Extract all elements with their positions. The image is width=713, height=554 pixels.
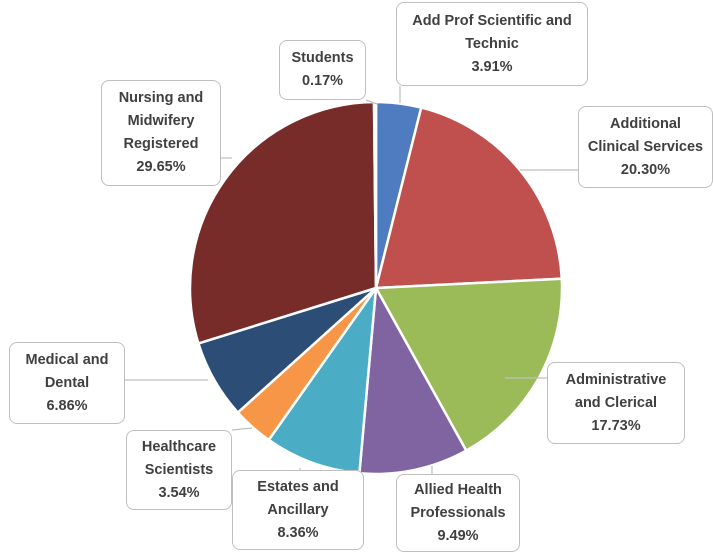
category-label: Healthcare Scientists: [141, 438, 217, 478]
leader-line: [365, 99, 378, 105]
data-callout: Additional Clinical Services 20.30%: [578, 106, 713, 188]
data-callout: Allied Health Professionals 9.49%: [396, 474, 520, 552]
pie-slice: [188, 100, 378, 346]
value-label: 29.65%: [136, 159, 186, 175]
data-callout: Estates and Ancillary 8.36%: [232, 470, 364, 550]
data-callout: Administrative and Clerical 17.73%: [547, 362, 685, 444]
category-label: Allied Health Professionals: [410, 481, 506, 521]
category-label: Add Prof Scientific and Technic: [412, 12, 572, 52]
value-label: 8.36%: [277, 524, 319, 541]
category-label: Nursing and Midwifery Registered: [118, 90, 204, 152]
value-label: 20.30%: [620, 161, 671, 178]
category-label: Additional Clinical Services: [587, 115, 704, 155]
value-label: 3.91%: [471, 58, 513, 75]
category-label: Medical and Dental: [25, 351, 109, 391]
value-label: 0.17%: [301, 73, 344, 89]
leader-line: [231, 427, 253, 431]
data-callout: Nursing and Midwifery Registered 29.65%: [101, 80, 221, 186]
value-label: 9.49%: [437, 527, 479, 544]
data-callout: Medical and Dental 6.86%: [9, 342, 125, 424]
pie-slice: [374, 106, 564, 290]
value-label: 6.86%: [46, 397, 88, 414]
category-label: Estates and Ancillary: [257, 478, 339, 518]
value-label: 17.73%: [591, 417, 641, 434]
data-callout: Add Prof Scientific and Technic 3.91%: [396, 2, 588, 86]
category-label: Administrative and Clerical: [565, 371, 667, 411]
data-callout: Healthcare Scientists 3.54%: [126, 430, 232, 510]
pie-slice: [372, 100, 378, 289]
data-callout: Students 0.17%: [279, 40, 366, 100]
value-label: 3.54%: [158, 484, 200, 501]
category-label: Students: [291, 50, 354, 66]
